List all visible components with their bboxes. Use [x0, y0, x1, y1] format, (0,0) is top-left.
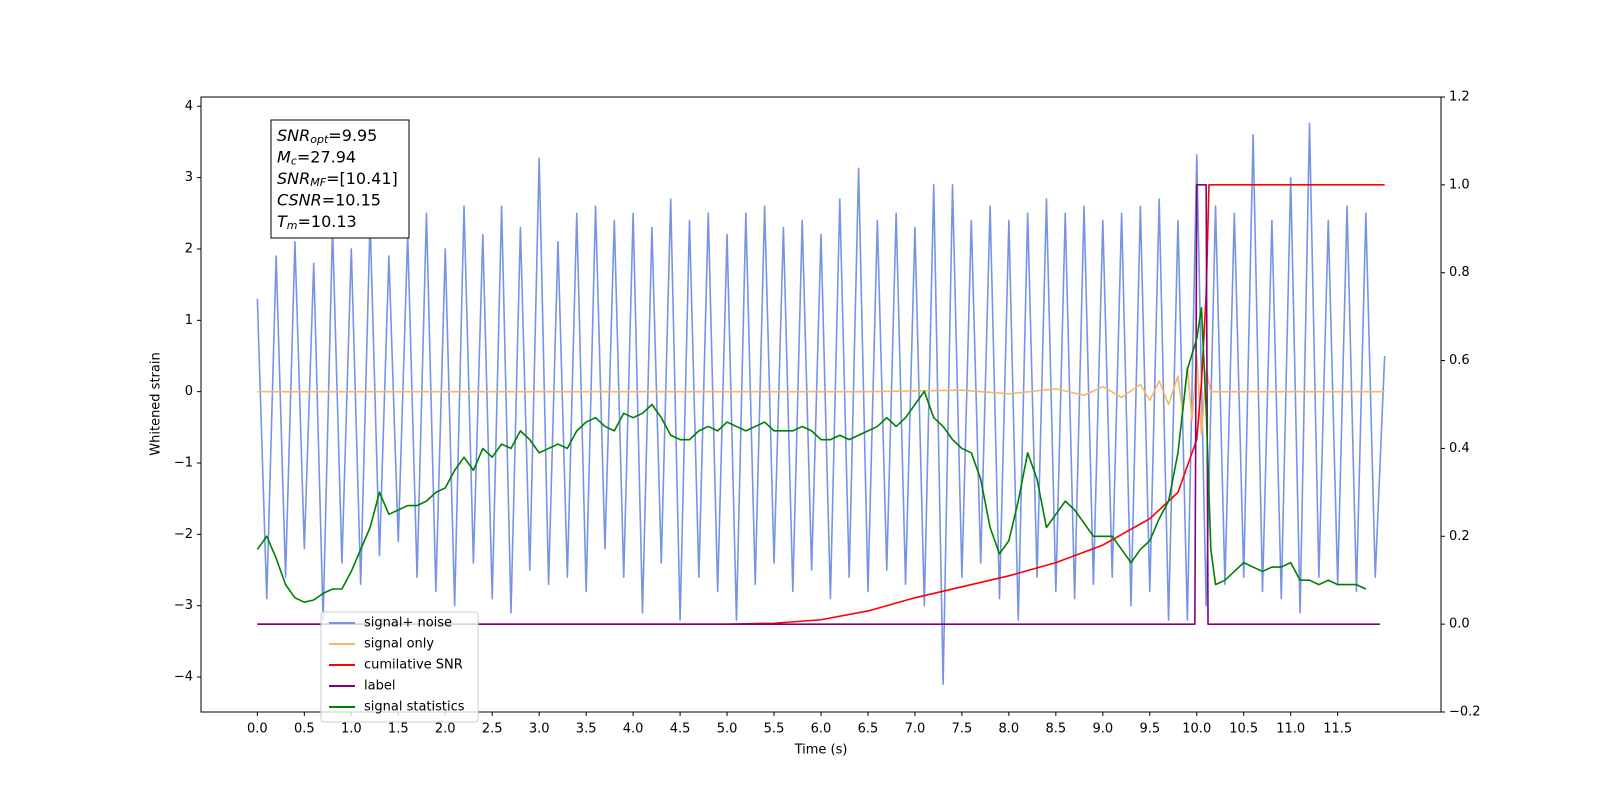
x-tick-label: 8.0	[999, 722, 1020, 737]
x-tick-label: 1.5	[388, 722, 409, 737]
y-tick-label: 4	[185, 99, 193, 114]
x-tick-label: 4.5	[670, 722, 691, 737]
series-line	[256, 122, 1386, 685]
y2-tick-label: 0.4	[1449, 441, 1470, 456]
annotation-line: SNRMF=[10.41]	[277, 169, 398, 190]
x-tick-label: 5.0	[717, 722, 738, 737]
x-tick-label: 10.5	[1229, 722, 1258, 737]
y2-tick-label: 1.0	[1449, 177, 1470, 192]
annotation-subscript: m	[287, 219, 298, 232]
y2-tick-label: −0.2	[1449, 705, 1481, 720]
annotation-subscript: c	[291, 155, 297, 168]
y2-tick-label: 1.2	[1449, 90, 1470, 105]
legend-label: signal only	[364, 637, 434, 652]
annotation-symbol: CSNR	[277, 190, 322, 209]
annotation-subscript: opt	[310, 133, 329, 146]
y-tick-label: 1	[185, 313, 193, 328]
x-tick-label: 0.5	[294, 722, 315, 737]
x-tick-label: 5.5	[764, 722, 785, 737]
series-line	[257, 184, 1380, 625]
annotation-value: =10.13	[298, 212, 357, 231]
y2-tick-label: 0.2	[1449, 529, 1470, 544]
annotation-value: =[10.41]	[326, 169, 398, 188]
plot-area	[256, 122, 1386, 685]
annotation-line: Mc=27.94	[277, 147, 356, 168]
y-tick-label: −4	[174, 670, 193, 685]
y-tick-label: 3	[185, 170, 193, 185]
x-tick-label: 7.5	[952, 722, 973, 737]
annotation-subscript: MF	[310, 176, 326, 189]
y-tick-label: −1	[174, 456, 193, 471]
x-axis-label: Time (s)	[794, 743, 848, 758]
x-tick-label: 11.5	[1323, 722, 1352, 737]
y2-tick-label: 0.0	[1449, 617, 1470, 632]
annotation-value: =27.94	[297, 147, 356, 166]
annotation-line: Tm=10.13	[277, 212, 357, 233]
x-tick-label: 10.0	[1182, 722, 1211, 737]
y2-tick-label: 0.6	[1449, 353, 1470, 368]
ticks: 0.0 0.5 1.0 1.5 2.0 2.5 3.0 3.5 4.0 4.5 5.0 5.5 6.0 6…	[174, 90, 1481, 737]
series-line	[256, 307, 1367, 603]
annotation-line: CSNR=10.15	[277, 190, 381, 209]
y2-tick-label: 0.8	[1449, 265, 1470, 280]
legend-frame	[320, 611, 479, 723]
y-axis-label: Whitened strain	[149, 352, 164, 455]
annotation-value: =9.95	[328, 126, 377, 145]
annotation-value: =10.15	[322, 190, 381, 209]
annotation-symbol: SNR	[277, 126, 310, 145]
y-tick-label: −3	[174, 598, 193, 613]
annotation-symbol: T	[277, 212, 288, 231]
x-tick-label: 8.5	[1046, 722, 1067, 737]
x-tick-label: 3.5	[576, 722, 597, 737]
x-tick-label: 2.5	[482, 722, 503, 737]
x-tick-label: 6.5	[858, 722, 879, 737]
annotation-symbol: M	[277, 147, 291, 166]
legend-label: signal statistics	[364, 700, 465, 715]
annotation-symbol: SNR	[277, 169, 310, 188]
y-tick-label: −2	[174, 527, 193, 542]
y-tick-label: 2	[185, 241, 193, 256]
annotation-frame	[270, 119, 410, 239]
legend: signal+ noise signal only cumilative SNR la…	[320, 611, 479, 723]
annotation-box: SNRopt=9.95Mc=27.94SNRMF=[10.41]CSNR=10.…	[270, 119, 410, 239]
x-tick-label: 2.0	[435, 722, 456, 737]
annotation-line: SNRopt=9.95	[277, 126, 377, 147]
y-tick-label: 0	[185, 384, 193, 399]
series-line	[257, 355, 1385, 436]
x-tick-label: 11.0	[1276, 722, 1305, 737]
legend-label: cumilative SNR	[364, 658, 463, 673]
x-tick-label: 7.0	[905, 722, 926, 737]
x-tick-label: 4.0	[623, 722, 644, 737]
legend-label: label	[364, 679, 395, 694]
x-tick-label: 1.0	[341, 722, 362, 737]
x-tick-label: 9.5	[1139, 722, 1160, 737]
x-tick-label: 6.0	[811, 722, 832, 737]
x-tick-label: 0.0	[247, 722, 268, 737]
x-tick-label: 9.0	[1092, 722, 1113, 737]
x-tick-label: 3.0	[529, 722, 550, 737]
legend-label: signal+ noise	[364, 616, 452, 631]
